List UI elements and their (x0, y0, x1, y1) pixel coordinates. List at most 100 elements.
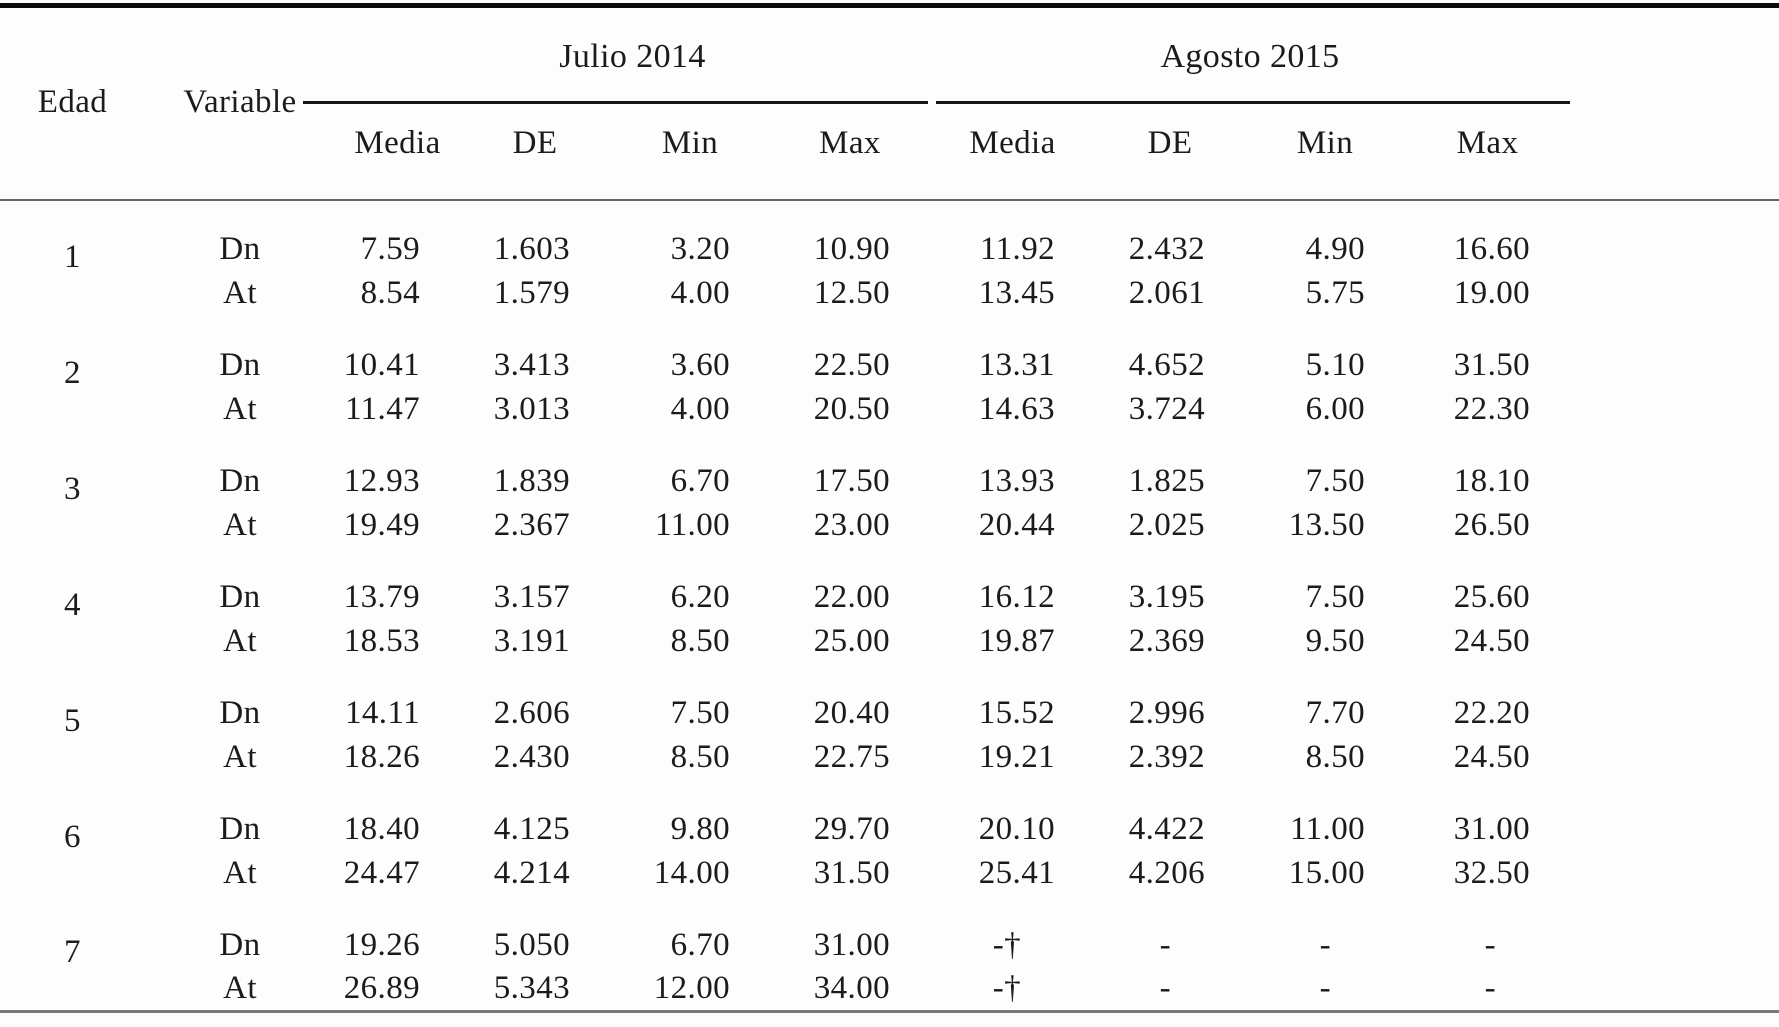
value-cell-media: 12.93 (343, 462, 420, 499)
right-margin-spacer (1570, 6, 1779, 200)
table-row: At 26.89 5.343 12.00 34.00 -† - - - (0, 968, 1779, 1012)
variable-cell: At (223, 969, 257, 1006)
value-cell-min: 4.00 (670, 390, 730, 427)
value-cell-media: 10.41 (343, 346, 420, 383)
value-cell-min: 13.50 (1288, 506, 1365, 543)
value-cell-de: 2.606 (493, 694, 570, 731)
value-cell-media: -† (992, 926, 1021, 963)
value-cell-min: 4.00 (670, 274, 730, 311)
value-cell-min: 9.80 (670, 810, 730, 847)
table-row: At 8.54 1.579 4.00 12.50 13.45 2.061 5.7… (0, 272, 1779, 316)
value-cell-min: 3.60 (670, 346, 730, 383)
value-cell-media: 11.47 (344, 390, 420, 427)
variable-cell: Dn (219, 462, 261, 499)
edad-cell: 1 (64, 239, 81, 276)
table-row: 7 Dn 19.26 5.050 6.70 31.00 -† - - - (0, 896, 1779, 970)
edad-cell: 6 (64, 818, 81, 855)
value-cell-max: 22.20 (1453, 694, 1531, 731)
variable-cell: Dn (219, 578, 261, 615)
table-row: 3 Dn 12.93 1.839 6.70 17.50 13.93 1.825 … (0, 432, 1779, 507)
header-julio-de: DE (512, 125, 558, 162)
table-row: 5 Dn 14.11 2.606 7.50 20.40 15.52 2.996 … (0, 664, 1779, 739)
value-cell-max: 22.00 (813, 578, 890, 615)
value-cell-max: 24.50 (1453, 622, 1531, 659)
value-cell-media: 26.89 (343, 969, 420, 1006)
value-cell-max: 17.50 (813, 462, 890, 499)
value-cell-de: 5.050 (493, 926, 570, 963)
value-cell-min: 5.10 (1305, 346, 1365, 383)
value-cell-de: 1.825 (1128, 462, 1205, 499)
value-cell-max: 31.00 (813, 926, 890, 963)
agosto-2015-spanner-rule (936, 101, 1570, 104)
value-cell-max: 22.50 (813, 346, 890, 383)
value-cell-min: 14.00 (653, 854, 730, 891)
variable-cell: At (223, 622, 257, 659)
header-julio-min: Min (661, 125, 719, 162)
value-cell-de: 4.125 (493, 810, 570, 847)
value-cell-min: 3.20 (670, 231, 730, 268)
value-cell-de: 4.214 (493, 854, 570, 891)
table-row: 6 Dn 18.40 4.125 9.80 29.70 20.10 4.422 … (0, 780, 1779, 855)
value-cell-min: 8.50 (670, 622, 730, 659)
variable-cell: At (223, 390, 257, 427)
value-cell-media: 19.26 (343, 926, 420, 963)
julio-2014-spanner-rule (303, 101, 928, 104)
value-cell-media: 13.79 (343, 578, 420, 615)
value-cell-max: - (1484, 926, 1497, 963)
value-cell-de: - (1159, 926, 1171, 963)
value-cell-min: 7.50 (1305, 578, 1365, 615)
value-cell-media: 20.10 (978, 810, 1055, 847)
variable-cell: Dn (219, 694, 261, 731)
value-cell-min: 11.00 (1289, 810, 1365, 847)
header-agosto-media: Media (969, 125, 1056, 162)
value-cell-media: 11.92 (979, 231, 1055, 268)
value-cell-media: 13.45 (978, 274, 1055, 311)
table-header: Edad Variable Julio 2014 Agosto 2015 Med… (0, 6, 1779, 200)
value-cell-max: 20.40 (813, 694, 890, 731)
value-cell-max: 29.70 (813, 810, 890, 847)
table-row: At 24.47 4.214 14.00 31.50 25.41 4.206 1… (0, 852, 1779, 896)
edad-cell: 4 (64, 586, 81, 623)
value-cell-de: 3.191 (493, 622, 570, 659)
value-cell-de: 2.392 (1128, 738, 1205, 775)
value-cell-max: 20.50 (813, 390, 890, 427)
value-cell-media: 18.53 (343, 622, 420, 659)
descriptive-stats-table: Edad Variable Julio 2014 Agosto 2015 Med… (0, 3, 1779, 1013)
value-cell-de: 3.413 (493, 346, 570, 383)
value-cell-de: 3.195 (1128, 578, 1205, 615)
value-cell-de: 2.369 (1128, 622, 1205, 659)
value-cell-de: 2.432 (1128, 231, 1205, 268)
value-cell-min: 9.50 (1305, 622, 1365, 659)
value-cell-media: 14.11 (344, 694, 420, 731)
value-cell-media: 24.47 (343, 854, 420, 891)
header-group-agosto-2015: Agosto 2015 (1160, 38, 1340, 76)
table-row: 2 Dn 10.41 3.413 3.60 22.50 13.31 4.652 … (0, 316, 1779, 391)
header-julio-media: Media (354, 125, 441, 162)
subheader-row: Media DE Min Max Media DE Min Max (0, 100, 1779, 200)
value-cell-de: 2.367 (493, 506, 570, 543)
value-cell-de: 1.603 (493, 231, 570, 268)
value-cell-media: 13.31 (978, 346, 1055, 383)
value-cell-de: - (1159, 969, 1171, 1006)
value-cell-min: 7.50 (670, 694, 730, 731)
value-cell-de: 1.579 (493, 274, 570, 311)
header-edad: Edad (37, 84, 108, 121)
edad-cell: 3 (64, 470, 81, 507)
value-cell-de: 2.996 (1128, 694, 1205, 731)
value-cell-media: 14.63 (978, 390, 1055, 427)
value-cell-min: 11.00 (654, 506, 730, 543)
header-variable: Variable (183, 84, 297, 121)
variable-cell: Dn (219, 346, 261, 383)
value-cell-min: - (1319, 969, 1331, 1006)
value-cell-min: 4.90 (1305, 231, 1365, 268)
value-cell-de: 2.061 (1128, 274, 1205, 311)
value-cell-max: 31.50 (813, 854, 890, 891)
value-cell-media: 13.93 (978, 462, 1055, 499)
value-cell-media: 19.87 (978, 622, 1055, 659)
table-row: At 18.26 2.430 8.50 22.75 19.21 2.392 8.… (0, 736, 1779, 780)
table-row: At 19.49 2.367 11.00 23.00 20.44 2.025 1… (0, 504, 1779, 548)
value-cell-de: 3.157 (493, 578, 570, 615)
value-cell-media: 16.12 (978, 578, 1055, 615)
variable-cell: At (223, 506, 257, 543)
